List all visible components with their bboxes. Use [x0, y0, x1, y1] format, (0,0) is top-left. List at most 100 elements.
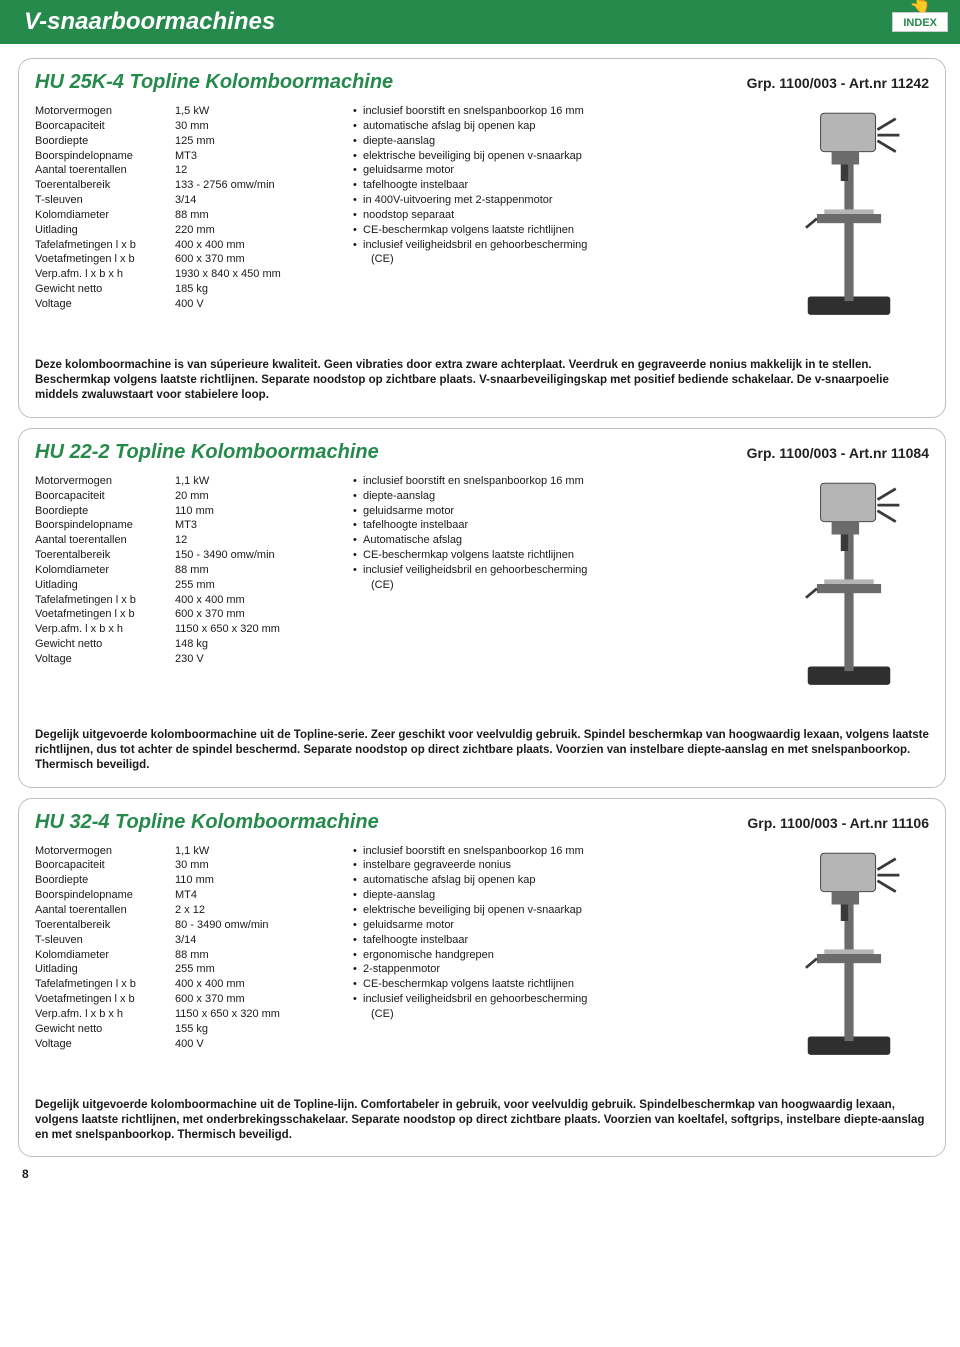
- feature-item: (CE): [353, 252, 751, 267]
- spec-label: Toerentalbereik: [35, 178, 175, 193]
- spec-label: Motorvermogen: [35, 844, 175, 859]
- spec-row: Tafelafmetingen l x b 400 x 400 mm: [35, 238, 335, 253]
- feature-item: automatische afslag bij openen kap: [353, 119, 751, 134]
- spec-label: Boordiepte: [35, 134, 175, 149]
- product-image: [769, 474, 929, 694]
- feature-item: instelbare gegraveerde nonius: [353, 858, 751, 873]
- product-image: [769, 844, 929, 1064]
- product-card: HU 25K-4 Topline Kolomboormachine Grp. 1…: [18, 58, 946, 418]
- feature-list: inclusief boorstift en snelspanboorkop 1…: [353, 844, 751, 1064]
- spec-label: Motorvermogen: [35, 104, 175, 119]
- feature-item: inclusief veiligheidsbril en gehoorbesch…: [353, 563, 751, 578]
- specs-table: Motorvermogen 1,1 kW Boorcapaciteit 20 m…: [35, 474, 335, 694]
- product-card: HU 22-2 Topline Kolomboormachine Grp. 11…: [18, 428, 946, 788]
- spec-row: Gewicht netto 155 kg: [35, 1022, 335, 1037]
- feature-item: CE-beschermkap volgens laatste richtlijn…: [353, 548, 751, 563]
- spec-label: Aantal toerentallen: [35, 163, 175, 178]
- feature-item: diepte-aanslag: [353, 888, 751, 903]
- spec-label: Gewicht netto: [35, 1022, 175, 1037]
- spec-value: 3/14: [175, 193, 196, 208]
- spec-label: Motorvermogen: [35, 474, 175, 489]
- spec-row: Motorvermogen 1,5 kW: [35, 104, 335, 119]
- spec-value: 20 mm: [175, 489, 209, 504]
- spec-row: T-sleuven 3/14: [35, 933, 335, 948]
- spec-label: Boordiepte: [35, 504, 175, 519]
- spec-label: Tafelafmetingen l x b: [35, 593, 175, 608]
- spec-row: Gewicht netto 185 kg: [35, 282, 335, 297]
- spec-value: 12: [175, 163, 187, 178]
- feature-item: 2-stappenmotor: [353, 962, 751, 977]
- spec-row: Motorvermogen 1,1 kW: [35, 474, 335, 489]
- feature-item: tafelhoogte instelbaar: [353, 178, 751, 193]
- spec-label: Verp.afm. l x b x h: [35, 1007, 175, 1022]
- spec-label: Uitlading: [35, 962, 175, 977]
- spec-row: Aantal toerentallen 12: [35, 163, 335, 178]
- spec-label: Boorspindelopname: [35, 888, 175, 903]
- spec-row: Tafelafmetingen l x b 400 x 400 mm: [35, 977, 335, 992]
- spec-row: Voetafmetingen l x b 600 x 370 mm: [35, 252, 335, 267]
- spec-label: Gewicht netto: [35, 637, 175, 652]
- feature-item: diepte-aanslag: [353, 134, 751, 149]
- feature-item: CE-beschermkap volgens laatste richtlijn…: [353, 977, 751, 992]
- feature-item: tafelhoogte instelbaar: [353, 518, 751, 533]
- spec-value: 30 mm: [175, 858, 209, 873]
- feature-list: inclusief boorstift en snelspanboorkop 1…: [353, 104, 751, 324]
- spec-value: 125 mm: [175, 134, 215, 149]
- spec-value: 1150 x 650 x 320 mm: [175, 622, 280, 637]
- drill-press-icon: [784, 844, 914, 1064]
- spec-label: Voltage: [35, 652, 175, 667]
- spec-label: Verp.afm. l x b x h: [35, 267, 175, 282]
- spec-value: 155 kg: [175, 1022, 208, 1037]
- spec-row: Voltage 230 V: [35, 652, 335, 667]
- spec-row: Voltage 400 V: [35, 1037, 335, 1052]
- spec-value: 1,5 kW: [175, 104, 209, 119]
- spec-value: 88 mm: [175, 208, 209, 223]
- spec-label: Boorspindelopname: [35, 518, 175, 533]
- product-image: [769, 104, 929, 324]
- spec-row: Boorcapaciteit 20 mm: [35, 489, 335, 504]
- product-description: Degelijk uitgevoerde kolomboormachine ui…: [35, 1098, 929, 1143]
- spec-label: Boorcapaciteit: [35, 858, 175, 873]
- spec-label: Tafelafmetingen l x b: [35, 977, 175, 992]
- feature-item: elektrische beveiliging bij openen v-sna…: [353, 149, 751, 164]
- feature-item: geluidsarme motor: [353, 504, 751, 519]
- spec-value: 2 x 12: [175, 903, 205, 918]
- spec-row: Voetafmetingen l x b 600 x 370 mm: [35, 992, 335, 1007]
- feature-list: inclusief boorstift en snelspanboorkop 1…: [353, 474, 751, 694]
- spec-row: Gewicht netto 148 kg: [35, 637, 335, 652]
- spec-row: Kolomdiameter 88 mm: [35, 563, 335, 578]
- spec-value: 88 mm: [175, 563, 209, 578]
- product-reference: Grp. 1100/003 - Art.nr 11106: [747, 815, 929, 831]
- spec-value: 185 kg: [175, 282, 208, 297]
- spec-row: Toerentalbereik 80 - 3490 omw/min: [35, 918, 335, 933]
- spec-label: Boorcapaciteit: [35, 489, 175, 504]
- spec-row: Voltage 400 V: [35, 297, 335, 312]
- spec-value: 148 kg: [175, 637, 208, 652]
- index-button[interactable]: INDEX: [892, 12, 948, 32]
- spec-value: 400 V: [175, 1037, 204, 1052]
- spec-value: MT3: [175, 518, 197, 533]
- spec-value: 400 x 400 mm: [175, 977, 245, 992]
- product-description: Deze kolomboormachine is van súperieure …: [35, 358, 929, 403]
- spec-value: 12: [175, 533, 187, 548]
- feature-item: noodstop separaat: [353, 208, 751, 223]
- spec-row: Uitlading 220 mm: [35, 223, 335, 238]
- feature-item: elektrische beveiliging bij openen v-sna…: [353, 903, 751, 918]
- spec-value: 400 V: [175, 297, 204, 312]
- feature-item: diepte-aanslag: [353, 489, 751, 504]
- spec-label: Voltage: [35, 297, 175, 312]
- spec-label: Aantal toerentallen: [35, 903, 175, 918]
- spec-row: Uitlading 255 mm: [35, 578, 335, 593]
- category-header: V-snaarboormachines INDEX: [0, 0, 960, 44]
- spec-label: Kolomdiameter: [35, 208, 175, 223]
- spec-row: Toerentalbereik 150 - 3490 omw/min: [35, 548, 335, 563]
- product-title: HU 32-4 Topline Kolomboormachine: [35, 811, 379, 834]
- spec-value: 1150 x 650 x 320 mm: [175, 1007, 280, 1022]
- spec-value: 255 mm: [175, 578, 215, 593]
- spec-row: Uitlading 255 mm: [35, 962, 335, 977]
- product-reference: Grp. 1100/003 - Art.nr 11242: [747, 75, 929, 91]
- spec-label: Toerentalbereik: [35, 918, 175, 933]
- spec-value: 1,1 kW: [175, 474, 209, 489]
- drill-press-icon: [784, 104, 914, 324]
- product-title: HU 22-2 Topline Kolomboormachine: [35, 441, 379, 464]
